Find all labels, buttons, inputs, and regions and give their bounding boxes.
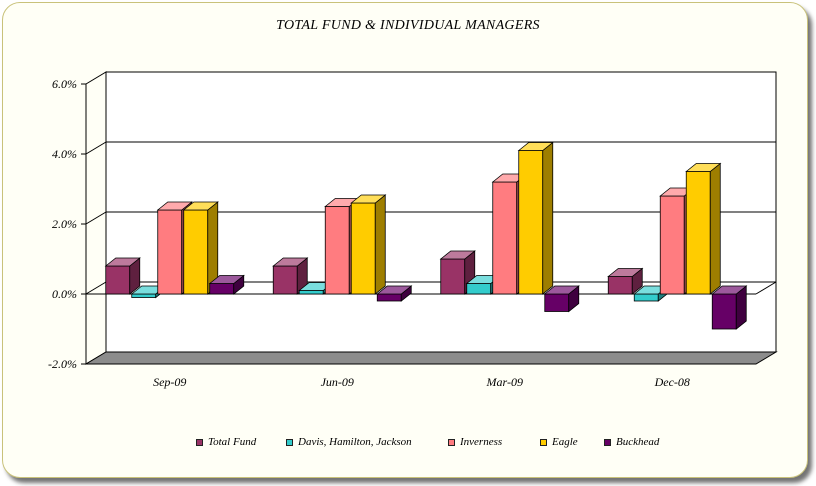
legend-label: Total Fund xyxy=(208,436,257,448)
legend-swatch xyxy=(196,438,203,446)
gridline-side xyxy=(85,281,107,295)
bar-top xyxy=(272,257,309,267)
bar-front xyxy=(183,209,209,295)
gridline-side xyxy=(85,211,107,225)
bar-front xyxy=(376,293,402,302)
x-tick-label: Sep-09 xyxy=(153,375,186,389)
bar-front xyxy=(492,181,518,295)
bar-front xyxy=(685,171,711,295)
bar-top xyxy=(439,250,476,260)
bar-top xyxy=(607,268,644,277)
gridline-side xyxy=(85,141,107,155)
y-tick-label: 0.0% xyxy=(52,287,77,301)
bar-top xyxy=(104,257,141,267)
bar-top xyxy=(543,285,580,295)
bar-front xyxy=(466,283,492,295)
bar-top xyxy=(711,285,748,295)
legend-label: Buckhead xyxy=(616,436,660,448)
x-tick-label: Jun-09 xyxy=(321,375,354,389)
bar-front xyxy=(209,283,235,295)
bar-front xyxy=(105,265,131,295)
legend-item: Total Fund xyxy=(196,436,256,448)
legend-item: Eagle xyxy=(540,436,578,448)
bar-top xyxy=(517,142,554,151)
legend-label: Davis, Hamilton, Jackson xyxy=(298,436,412,448)
bar-eagle-mar-09 xyxy=(517,141,554,295)
legend-swatch xyxy=(604,438,611,446)
legend-swatch xyxy=(448,438,455,446)
bar-front xyxy=(659,195,685,295)
legend-label: Eagle xyxy=(552,436,578,448)
bar-total-fund-jun-09 xyxy=(272,257,309,295)
x-tick-label: Dec-08 xyxy=(654,375,690,389)
bar-top xyxy=(156,201,193,211)
bar-side xyxy=(542,141,554,295)
bar-front xyxy=(272,265,298,295)
bar-buckhead-jun-09 xyxy=(376,285,413,302)
bar-front xyxy=(324,206,350,295)
legend-label: Inverness xyxy=(460,436,503,448)
legend-item: Inverness xyxy=(448,436,502,448)
bar-front xyxy=(711,293,737,330)
legend-swatch xyxy=(286,438,293,446)
zero-line-side xyxy=(755,281,777,295)
bar-front xyxy=(633,293,659,302)
bar-top xyxy=(376,285,413,295)
bar-buckhead-mar-09 xyxy=(543,285,580,313)
y-tick-label: 2.0% xyxy=(52,217,77,231)
bar-top xyxy=(208,275,245,284)
bar-eagle-jun-09 xyxy=(350,194,387,295)
bar-front xyxy=(298,290,324,295)
bar-front xyxy=(350,202,376,295)
x-tick-label: Mar-09 xyxy=(486,375,523,389)
y-tick-label: -2.0% xyxy=(48,357,77,371)
chart-title: TOTAL FUND & INDIVIDUAL MANAGERS xyxy=(276,18,540,33)
bar-top xyxy=(350,194,387,204)
y-tick-label: 4.0% xyxy=(52,147,77,161)
y-tick-label: 6.0% xyxy=(52,77,77,91)
bar-front xyxy=(131,293,157,298)
bar-top xyxy=(685,163,722,172)
bar-top xyxy=(182,201,219,211)
bar-front xyxy=(518,150,544,295)
bar-eagle-dec-08 xyxy=(685,162,722,295)
bar-side xyxy=(374,194,386,295)
floor xyxy=(84,351,778,365)
bar-buckhead-sep-09 xyxy=(208,274,245,295)
bar-eagle-sep-09 xyxy=(182,201,219,295)
legend-swatch xyxy=(540,438,547,446)
bar-front xyxy=(157,209,183,295)
bar-front xyxy=(607,276,633,295)
bar-total-fund-dec-08 xyxy=(607,267,644,295)
legend-item: Davis, Hamilton, Jackson xyxy=(286,436,412,448)
legend: Total Fund Davis, Hamilton, Jackson Invern… xyxy=(0,436,816,452)
bar-front xyxy=(544,293,570,312)
bar-front xyxy=(440,258,466,295)
bar-buckhead-dec-08 xyxy=(711,285,748,330)
bar-side xyxy=(709,162,721,295)
legend-item: Buckhead xyxy=(604,436,659,448)
bar-total-fund-sep-09 xyxy=(104,257,141,295)
